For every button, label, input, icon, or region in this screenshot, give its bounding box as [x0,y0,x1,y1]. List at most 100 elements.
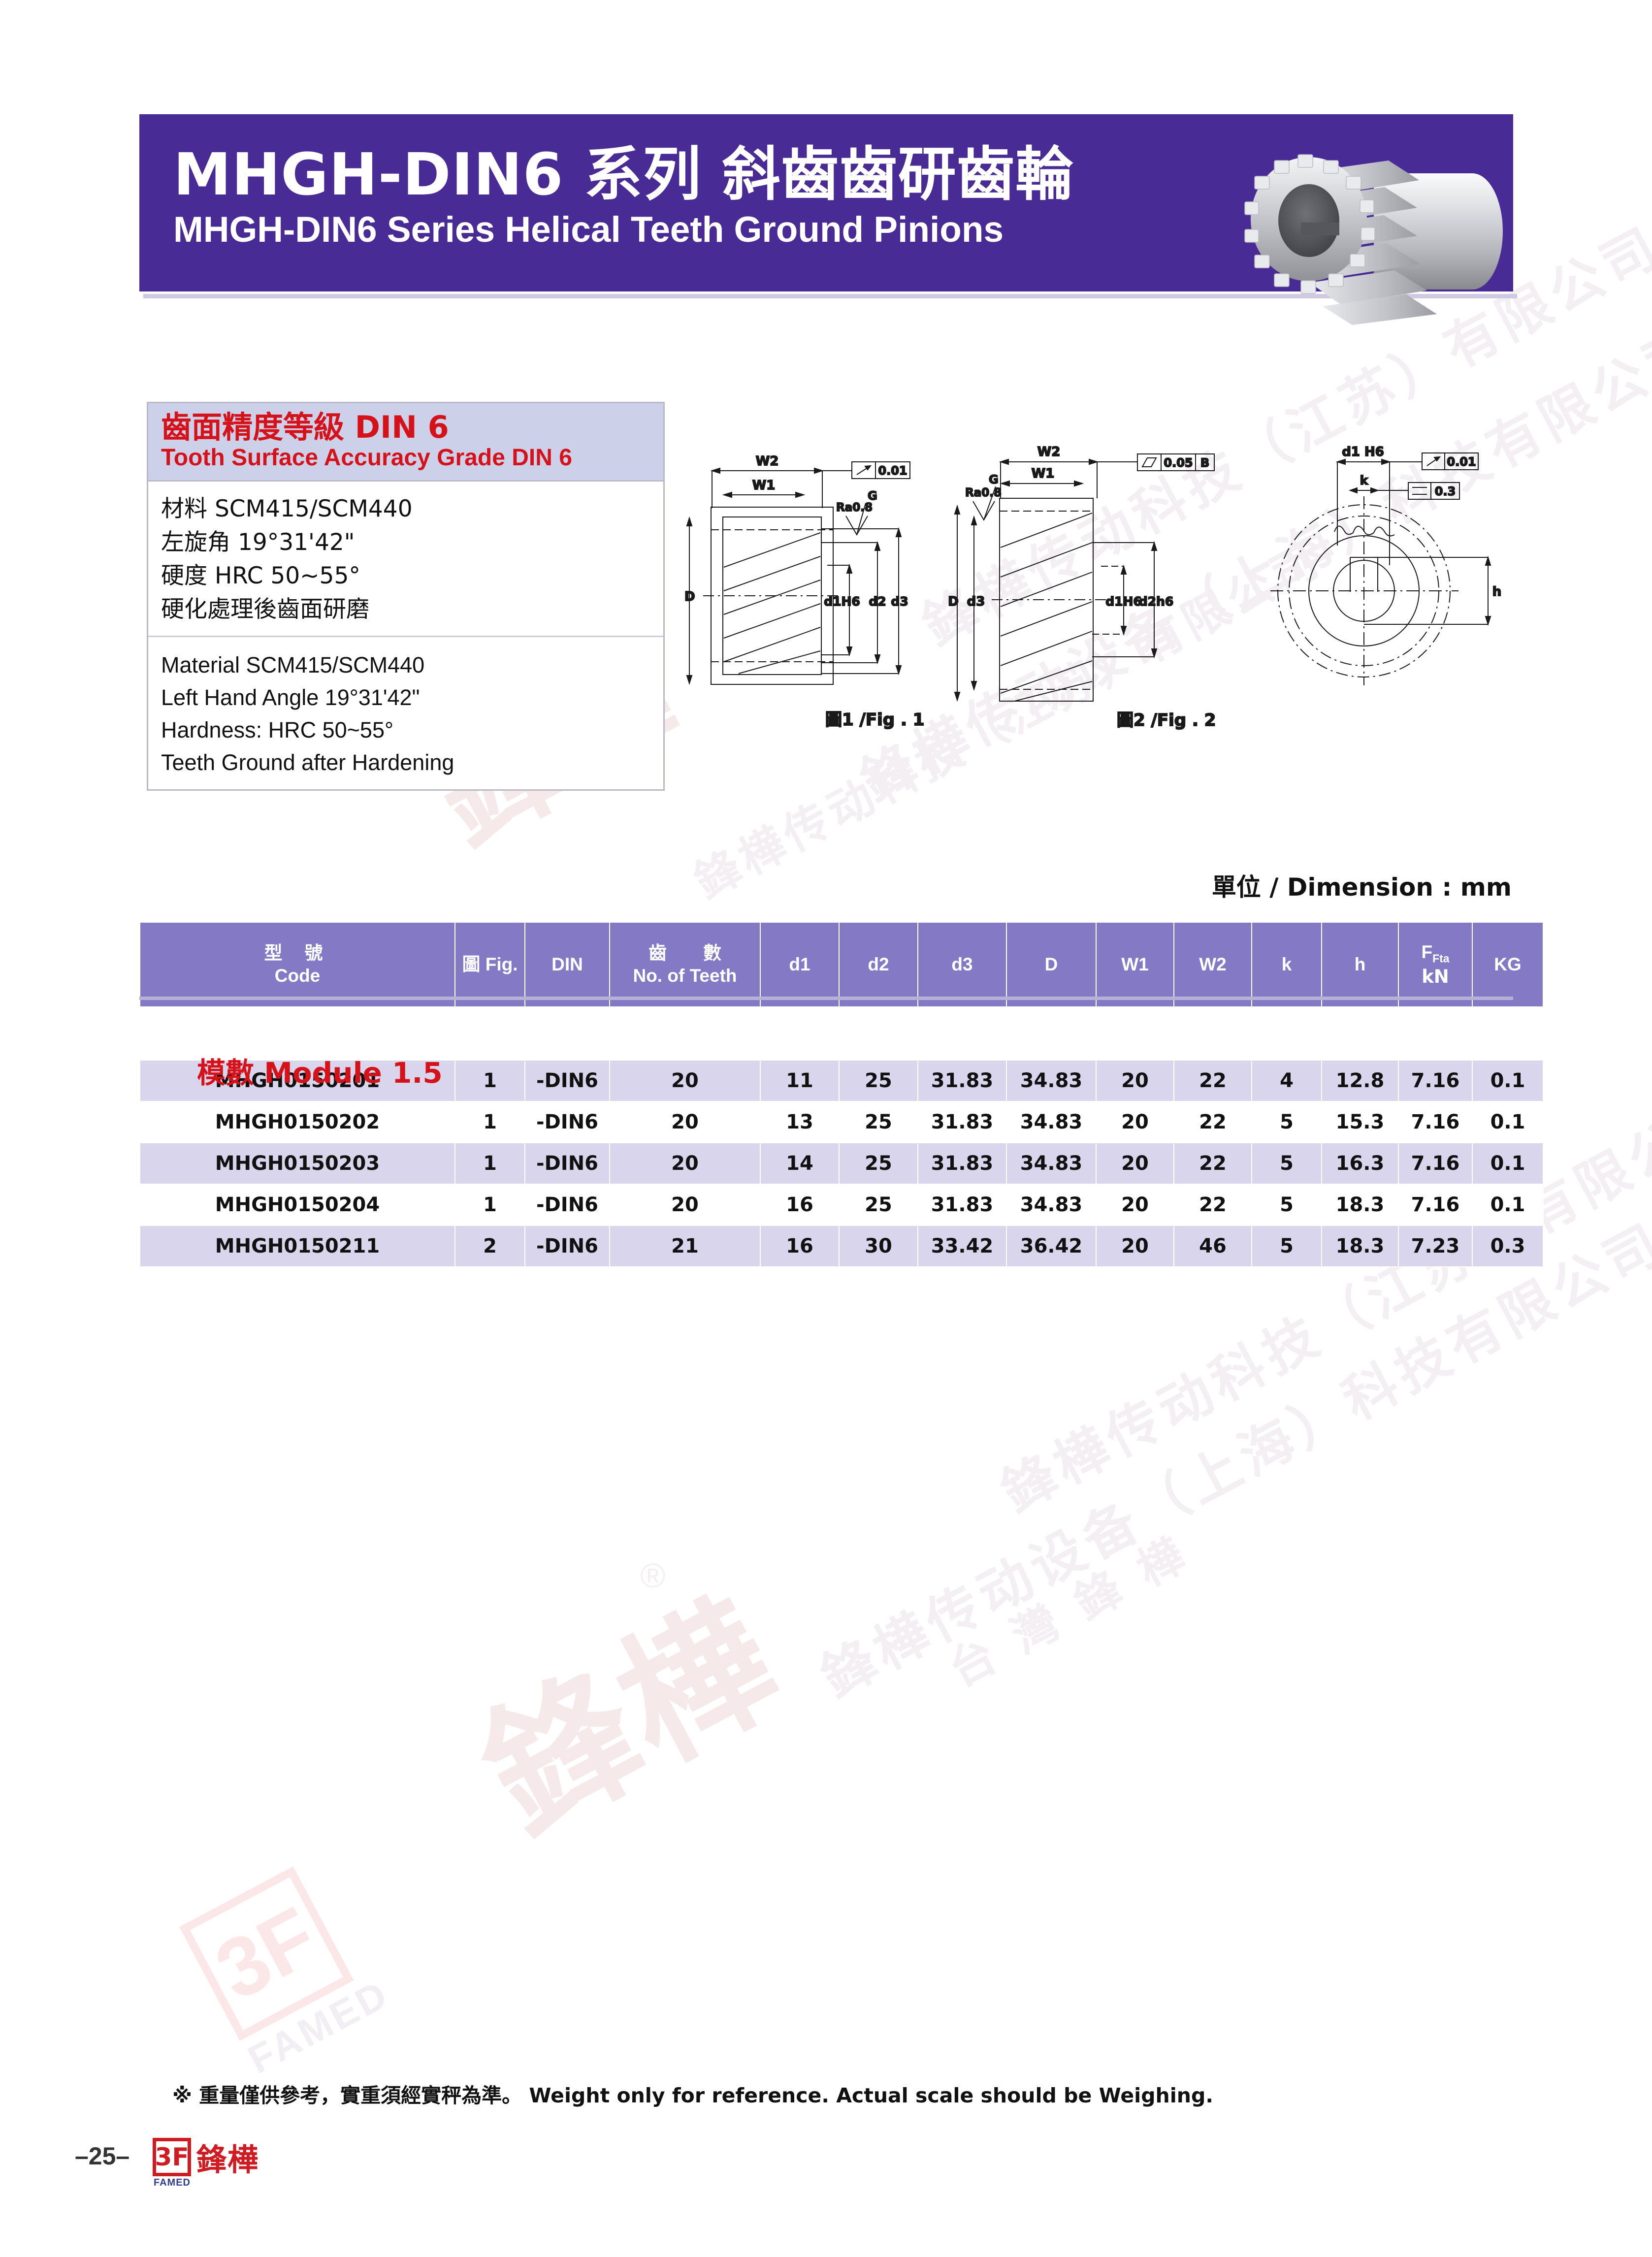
spec-heading-english: Tooth Surface Accuracy Grade DIN 6 [161,445,572,471]
cell-din: -DIN6 [524,1142,610,1185]
cell-din: -DIN6 [524,1101,610,1143]
svg-text:d3: d3 [967,594,985,609]
cell-kg: 0.1 [1472,1101,1544,1143]
spec-chinese-list: 材料 SCM415/SCM440 左旋角 19°31'42" 硬度 HRC 50… [148,482,663,637]
cell-d3: 31.83 [917,1184,1007,1226]
cell-d3: 31.83 [917,1060,1007,1102]
spec-box: 齒面精度等級 DIN 6 Tooth Surface Accuracy Grad… [147,402,665,791]
col-header-fta-symbol: FFta [1421,941,1450,965]
col-header-teeth: 齒 數 No. of Teeth [609,922,761,1007]
cell-fta: 7.23 [1398,1225,1473,1267]
cell-code: MHGH0150203 [139,1142,455,1185]
footer-brand-logo: 3F FAMED 鋒樺 [153,2135,259,2188]
cell-din: -DIN6 [524,1060,610,1102]
cell-d2: 25 [839,1184,918,1226]
spec-box-header: 齒面精度等級 DIN 6 Tooth Surface Accuracy Grad… [148,403,663,482]
cell-D: 34.83 [1006,1060,1097,1102]
table-row: MHGH0150202 1 -DIN6 20 13 25 31.83 34.83… [139,1101,1544,1143]
cell-fta: 7.16 [1398,1060,1473,1102]
cell-d1: 16 [760,1184,840,1226]
svg-text:W2: W2 [756,454,779,469]
cell-k: 5 [1251,1101,1322,1143]
watermark-registered-mark-2: ® [640,1556,666,1595]
cell-D: 34.83 [1006,1142,1097,1185]
spec-en-grinding: Teeth Ground after Hardening [161,750,454,775]
col-header-h: h [1321,922,1399,1007]
cell-W1: 20 [1096,1101,1174,1143]
page-number: –25– [75,2142,130,2170]
svg-text:B: B [1200,456,1209,470]
col-header-d1: d1 [760,922,840,1007]
col-header-D: D [1006,922,1097,1007]
svg-text:d3: d3 [891,594,908,609]
col-header-code: 型 號 Code [139,922,455,1007]
svg-text:0.01: 0.01 [878,464,907,478]
cell-W2: 22 [1173,1101,1252,1143]
footer-logo-mark: 3F [153,2138,191,2176]
cell-d1: 11 [760,1060,840,1102]
cell-h: 12.8 [1321,1060,1399,1102]
cell-W1: 20 [1096,1060,1174,1102]
table-row: MHGH0150203 1 -DIN6 20 14 25 31.83 34.83… [139,1142,1544,1185]
spec-en-hardness: Hardness: HRC 50~55° [161,717,393,742]
cell-d1: 16 [760,1225,840,1267]
svg-text:d1H6: d1H6 [1105,594,1142,609]
spec-zh-hardness: 硬度 HRC 50~55° [161,562,360,590]
banner-shadow [143,294,1517,298]
cell-fig: 1 [454,1060,525,1102]
cell-teeth: 20 [609,1184,761,1226]
cell-teeth: 20 [609,1142,761,1185]
cell-fig: 1 [454,1101,525,1143]
cell-code: MHGH0150201 [139,1060,455,1102]
cell-d3: 31.83 [917,1101,1007,1143]
figure-3-end-view: d1 H6 k 0.01 0.3 h [1270,444,1502,685]
cell-d3: 33.42 [917,1225,1007,1267]
cell-h: 18.3 [1321,1184,1399,1226]
col-header-k: k [1251,922,1322,1007]
cell-fta: 7.16 [1398,1142,1473,1185]
cell-fta: 7.16 [1398,1101,1473,1143]
cell-d2: 25 [839,1142,918,1185]
svg-text:0.3: 0.3 [1435,484,1456,498]
spec-zh-helix-angle: 左旋角 19°31'42" [161,529,355,556]
watermark-famed-text: FAMED [241,1971,396,2082]
svg-text:d1H6: d1H6 [824,594,860,609]
watermark-3f-logo: 3F FAMED [179,1855,397,2083]
cell-din: -DIN6 [524,1184,610,1226]
spec-en-helix-angle: Left Hand Angle 19°31'42" [161,684,420,710]
cell-d2: 25 [839,1060,918,1102]
col-header-teeth-en: No. of Teeth [633,966,737,986]
svg-text:h: h [1492,584,1502,599]
cell-fig: 1 [454,1184,525,1226]
spec-zh-material: 材料 SCM415/SCM440 [161,495,413,523]
spec-heading-chinese: 齒面精度等級 DIN 6 [161,409,449,445]
cell-h: 15.3 [1321,1101,1399,1143]
footer-weight-note: ※ 重量僅供參考，實重須經實秤為準。 Weight only for refer… [172,2084,1213,2107]
cell-d2: 30 [839,1225,918,1267]
cell-k: 4 [1251,1060,1322,1102]
spec-en-material: Material SCM415/SCM440 [161,652,425,677]
module-label: 模數 Module 1.5 [197,1056,443,1090]
cell-d3: 31.83 [917,1142,1007,1185]
table-header-row: 型 號 Code 圖 Fig. DIN 齒 數 No. of Teeth d1 … [139,922,1544,1007]
cell-code: MHGH0150211 [139,1225,455,1267]
cell-k: 5 [1251,1142,1322,1185]
product-photo-helical-pinion [1244,154,1503,325]
page-title-chinese: MHGH-DIN6 系列 斜齒齒研齒輪 [173,140,1074,208]
svg-text:d2: d2 [869,594,886,609]
spec-english-list: Material SCM415/SCM440 Left Hand Angle 1… [148,637,663,786]
cell-W2: 22 [1173,1184,1252,1226]
col-header-teeth-zh: 齒 數 [648,942,721,964]
table-row: MHGH0150201 1 -DIN6 20 11 25 31.83 34.83… [139,1060,1544,1102]
cell-d1: 13 [760,1101,840,1143]
col-header-din: DIN [524,922,610,1007]
cell-fta: 7.16 [1398,1184,1473,1226]
col-header-fig: 圖 Fig. [454,922,525,1007]
cell-kg: 0.1 [1472,1060,1544,1102]
svg-text:d1 H6: d1 H6 [1342,445,1384,459]
svg-text:圖1 /Fig . 1: 圖1 /Fig . 1 [825,710,924,730]
cell-k: 5 [1251,1225,1322,1267]
cell-code: MHGH0150204 [139,1184,455,1226]
col-header-W2: W2 [1173,922,1252,1007]
cell-kg: 0.1 [1472,1142,1544,1185]
